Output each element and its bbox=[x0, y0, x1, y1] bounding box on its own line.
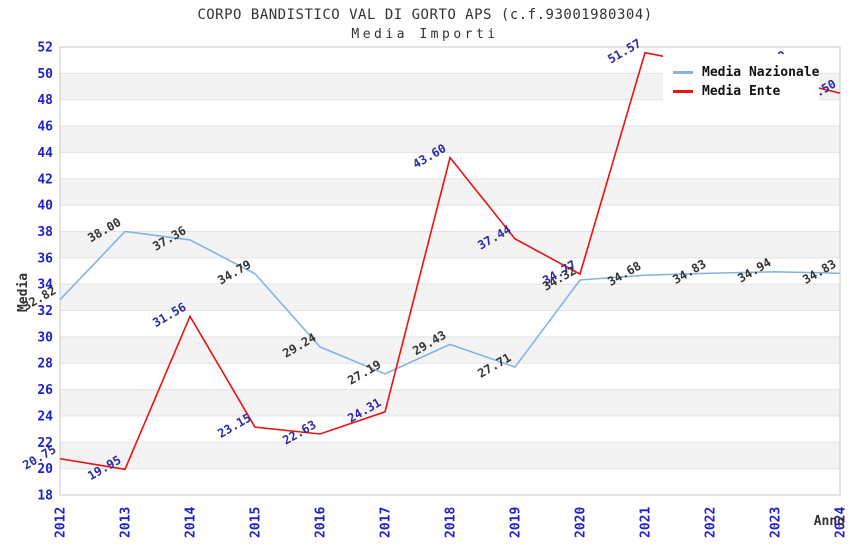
x-tick-label: 2019 bbox=[509, 507, 524, 538]
data-label: 34.94 bbox=[735, 255, 773, 285]
y-tick-label: 50 bbox=[37, 67, 53, 82]
x-tick-label: 2014 bbox=[184, 507, 199, 538]
legend-item-media-nazionale[interactable]: Media Nazionale bbox=[673, 65, 819, 80]
x-axis-title: Anno bbox=[813, 514, 845, 529]
data-label: 34.83 bbox=[670, 257, 708, 287]
y-tick-label: 40 bbox=[37, 199, 53, 214]
x-tick-label: 2023 bbox=[769, 507, 784, 538]
chart-subtitle: Media Importi bbox=[351, 27, 499, 42]
x-tick-label: 2016 bbox=[314, 507, 329, 538]
chart-title: CORPO BANDISTICO VAL DI GORTO APS (c.f.9… bbox=[197, 7, 653, 23]
y-tick-label: 30 bbox=[37, 330, 53, 345]
x-tick-label: 2017 bbox=[379, 507, 394, 538]
y-tick-label: 26 bbox=[37, 383, 53, 398]
y-tick-label: 52 bbox=[37, 41, 53, 56]
y-tick-label: 28 bbox=[37, 357, 53, 372]
x-tick-label: 2021 bbox=[639, 507, 654, 538]
plot-band bbox=[60, 284, 840, 311]
plot-band bbox=[60, 389, 840, 416]
y-axis-title: Media bbox=[16, 272, 31, 312]
x-tick-label: 2012 bbox=[54, 507, 69, 538]
legend-label-ente: Media Ente bbox=[702, 84, 781, 99]
y-tick-label: 34 bbox=[37, 278, 53, 293]
y-tick-label: 46 bbox=[37, 120, 53, 135]
y-tick-label: 48 bbox=[37, 93, 53, 108]
data-label: 34.83 bbox=[800, 257, 838, 287]
plot-band bbox=[60, 126, 840, 153]
x-tick-label: 2015 bbox=[249, 507, 264, 538]
plot-band bbox=[60, 178, 840, 206]
legend: Media Nazionale Media Ente bbox=[663, 54, 819, 111]
series-line-media-nazionale bbox=[59, 230, 841, 375]
legend-label-nazionale: Media Nazionale bbox=[702, 65, 820, 80]
plot-border bbox=[59, 46, 841, 496]
y-tick-label: 44 bbox=[37, 146, 53, 161]
y-tick-label: 42 bbox=[37, 172, 53, 187]
y-tick-label: 36 bbox=[37, 251, 53, 266]
x-tick-label: 2013 bbox=[119, 507, 134, 538]
y-tick-label: 22 bbox=[37, 436, 53, 451]
y-tick-label: 38 bbox=[37, 225, 53, 240]
x-tick-label: 2022 bbox=[704, 507, 719, 538]
x-tick-label: 2024 bbox=[834, 507, 849, 538]
y-tick-label: 24 bbox=[37, 409, 53, 424]
plot-band bbox=[60, 336, 840, 364]
x-tick-label: 2020 bbox=[574, 507, 589, 538]
data-label: 34.79 bbox=[215, 257, 253, 287]
plot-band bbox=[60, 231, 840, 258]
y-tick-label: 32 bbox=[37, 304, 53, 319]
plot-band bbox=[60, 442, 840, 469]
legend-item-media-ente[interactable]: Media Ente bbox=[673, 84, 809, 99]
legend-swatch-ente-icon bbox=[673, 90, 693, 93]
y-tick-label: 20 bbox=[37, 462, 53, 477]
legend-swatch-nazionale-icon bbox=[673, 71, 693, 74]
x-tick-label: 2018 bbox=[444, 507, 459, 538]
y-tick-label: 18 bbox=[37, 489, 53, 504]
